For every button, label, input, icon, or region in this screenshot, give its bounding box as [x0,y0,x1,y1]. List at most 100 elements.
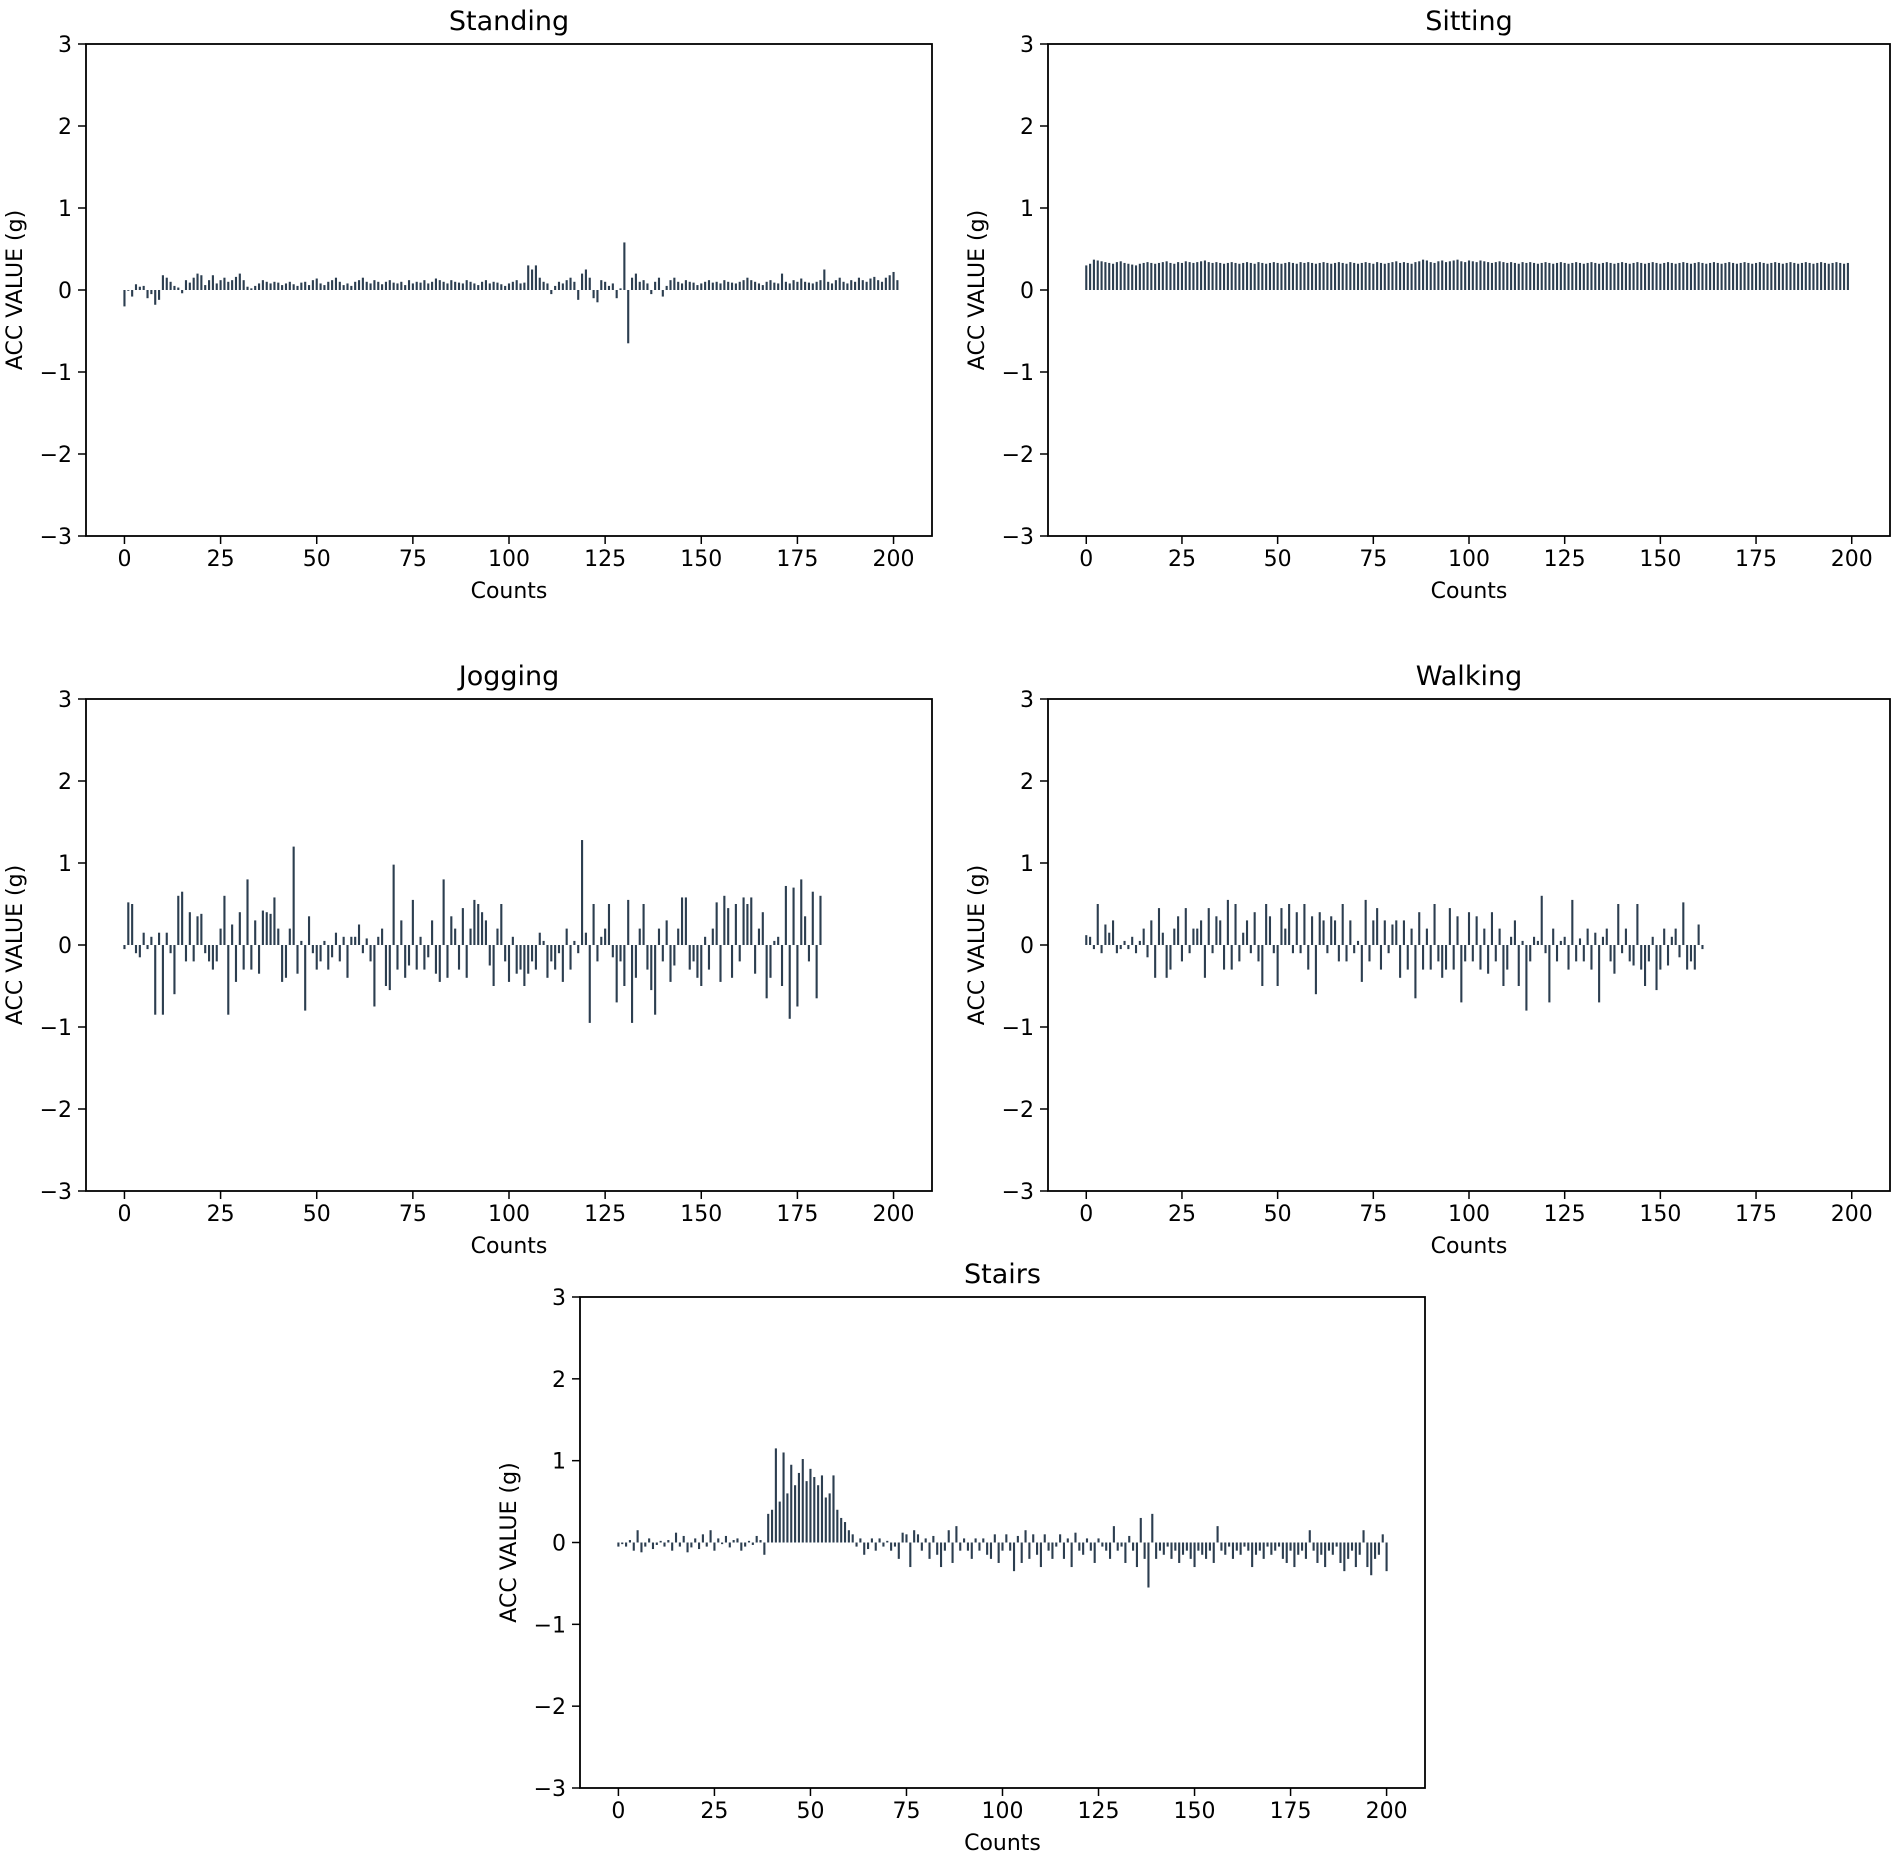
walking-bar [1548,945,1551,1003]
sitting-bar [1640,262,1643,290]
walking-bar [1169,945,1172,970]
walking-bar [1265,904,1268,945]
jogging-bar [284,945,288,978]
jogging-bar [238,912,241,945]
jogging-bar [515,945,518,974]
standing-bar [877,280,880,290]
sitting-y-tick-label: 0 [1020,279,1034,304]
sitting-bar [1460,261,1463,290]
sitting-bar [1108,262,1111,290]
jogging-bar [357,924,361,945]
sitting-y-tick-label: −2 [1002,443,1034,468]
jogging-x-tick-label: 125 [584,1202,626,1227]
stairs-bar [989,1542,993,1559]
jogging-bar [727,908,730,945]
sitting-bar [1230,262,1233,290]
standing-bar [823,269,826,290]
jogging-x-tick-label: 75 [399,1202,427,1227]
chart-panel-walking: 0 25 50 75 100 125 150 175 200 −3 −2 −1 0 1 2 3 Walking C… [965,661,1891,1259]
sitting-bar [1647,262,1650,290]
walking-bar [1437,945,1440,962]
sitting-bar [1433,262,1436,290]
sitting-bar [1774,262,1777,290]
jogging-bar [277,928,280,945]
sitting-bar [1797,263,1800,290]
walking-bar [1452,945,1455,970]
jogging-bar [404,945,407,978]
sitting-bar [1115,262,1118,290]
jogging-bar [269,913,272,945]
sitting-bar [1307,262,1310,290]
walking-bar [1567,945,1570,970]
sitting-y-tick-label: 3 [1020,33,1034,58]
stairs-bar [1097,1538,1100,1543]
stairs-bar [1043,1534,1046,1543]
sitting-bar [1085,265,1088,290]
standing-bar [484,280,487,290]
walking-bar [1647,945,1650,962]
walking-bar [1575,945,1578,962]
walking-bar [1196,928,1199,945]
standing-bar [627,290,630,344]
jogging-bar [661,945,664,962]
standing-bar [734,283,737,290]
standing-bar [261,280,264,290]
stairs-bar [686,1542,689,1553]
sitting-bar [1288,262,1291,290]
stairs-bar [1285,1542,1288,1563]
sitting-bar [1770,262,1773,290]
walking-bar [1590,945,1593,970]
sitting-bar [1253,263,1256,290]
stairs-bar [644,1542,647,1547]
stairs-bar [671,1542,674,1551]
stairs-bar [1224,1542,1227,1555]
walking-x-tick-label: 0 [1079,1202,1093,1227]
walking-bar [1119,945,1122,950]
jogging-bar [500,904,503,945]
standing-bar [377,281,380,290]
jogging-bar [569,945,572,970]
sitting-bar [1364,262,1367,290]
standing-bar [742,280,745,290]
sitting-bar [1743,262,1746,290]
stairs-x-axis-label: Counts [964,1831,1041,1856]
stairs-bar [1143,1542,1146,1559]
jogging-bar [192,945,195,962]
jogging-bar [488,945,491,966]
walking-bar [1621,945,1624,954]
standing-bar [246,286,249,290]
jogging-bar [254,920,257,945]
walking-bar [1686,945,1689,970]
walking-bar [1494,945,1497,962]
walking-bar [1510,936,1513,945]
walking-bar [1433,904,1436,945]
standing-bar [192,277,195,290]
sitting-bar [1590,262,1593,290]
stairs-bar [1128,1535,1131,1543]
sitting-bar [1429,262,1432,290]
walking-bar [1115,945,1118,954]
jogging-chart-title: Jogging [457,661,560,692]
jogging-bar [550,945,553,962]
walking-bar [1456,916,1459,945]
standing-bar [804,281,807,290]
walking-bar [1387,945,1390,954]
walking-bar [1460,945,1463,1003]
jogging-bar [446,945,449,978]
jogging-bar [365,938,368,945]
sitting-bar [1670,262,1673,290]
stairs-bar [1277,1542,1281,1547]
sitting-bar [1709,262,1712,290]
standing-bar [704,281,707,290]
stairs-bar [1216,1526,1219,1543]
standing-bar [519,283,522,290]
walking-bar [1552,928,1555,945]
jogging-bar [300,940,303,945]
standing-bar [623,242,626,290]
stairs-bar [1051,1542,1054,1559]
stairs-bar [794,1485,797,1543]
stairs-bar [1358,1542,1361,1555]
sitting-bar [1464,262,1467,290]
walking-bar [1157,908,1161,945]
stairs-bar [1324,1542,1327,1568]
